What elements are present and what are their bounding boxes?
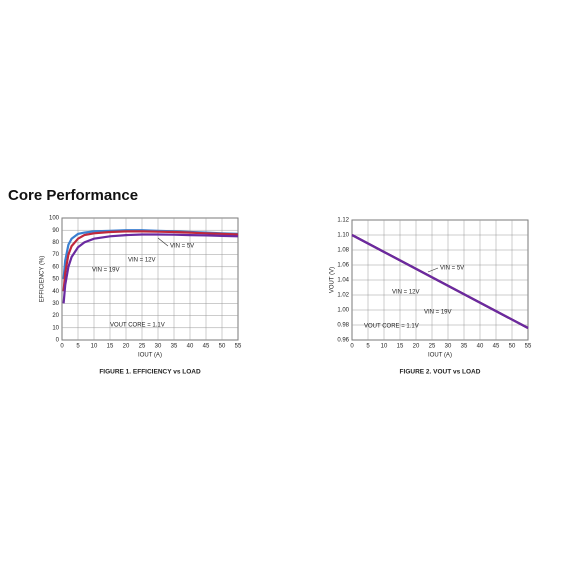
x-tick-label: 0: [60, 344, 64, 350]
y-tick-label: 10: [52, 325, 59, 331]
x-tick-label: 50: [219, 344, 226, 350]
x-tick-label: 5: [366, 344, 370, 350]
series-label: VIN = 12V: [392, 290, 420, 296]
x-tick-label: 30: [445, 344, 452, 350]
y-tick-label: 0: [56, 338, 60, 344]
y-tick-label: 0.98: [337, 323, 349, 329]
x-tick-label: 40: [187, 344, 194, 350]
x-tick-label: 15: [107, 344, 114, 350]
series-line: [62, 230, 239, 292]
x-tick-label: 5: [76, 344, 80, 350]
series-label: VIN = 5V: [170, 244, 194, 250]
y-tick-label: 1.02: [337, 293, 349, 299]
x-tick-label: 20: [413, 344, 420, 350]
y-axis-label: EFFICIENCY (%): [40, 256, 46, 303]
y-tick-label: 1.10: [337, 233, 349, 239]
x-tick-label: 55: [525, 344, 532, 350]
series-line: [351, 234, 529, 329]
x-tick-label: 40: [477, 344, 484, 350]
x-tick-label: 35: [461, 344, 468, 350]
y-tick-label: 1.06: [337, 263, 349, 269]
caption: FIGURE 1. EFFICIENCY vs LOAD: [99, 369, 201, 376]
x-tick-label: 25: [429, 344, 436, 350]
x-tick-label: 0: [350, 344, 354, 350]
y-tick-label: 30: [52, 301, 59, 307]
y-tick-label: 1.12: [337, 218, 349, 224]
x-tick-label: 25: [139, 344, 146, 350]
caption: FIGURE 2. VOUT vs LOAD: [400, 369, 481, 376]
x-tick-label: 45: [493, 344, 500, 350]
arrow: [427, 267, 439, 273]
series-label: VIN = 19V: [92, 268, 120, 274]
x-tick-label: 15: [397, 344, 404, 350]
x-tick-label: 10: [381, 344, 388, 350]
y-tick-label: 100: [49, 216, 60, 222]
annotation: VOUT CORE = 1.1V: [110, 323, 165, 329]
series-label: VIN = 5V: [440, 266, 464, 272]
x-tick-label: 10: [91, 344, 98, 350]
y-tick-label: 1.08: [337, 248, 349, 254]
x-tick-label: 45: [203, 344, 210, 350]
heading: Core Performance: [8, 187, 138, 204]
y-tick-label: 50: [52, 277, 59, 283]
y-tick-label: 40: [52, 289, 59, 295]
x-tick-label: 55: [235, 344, 242, 350]
annotation: VOUT CORE = 1.1V: [364, 324, 419, 330]
x-axis-label: IOUT (A): [138, 353, 162, 359]
x-axis-label: IOUT (A): [428, 353, 452, 359]
y-tick-label: 1.00: [337, 308, 349, 314]
y-tick-label: 80: [52, 240, 59, 246]
x-tick-label: 35: [171, 344, 178, 350]
y-tick-label: 70: [52, 252, 59, 258]
y-tick-label: 60: [52, 264, 59, 270]
x-tick-label: 30: [155, 344, 162, 350]
y-tick-label: 90: [52, 228, 59, 234]
x-tick-label: 20: [123, 344, 130, 350]
arrow: [157, 237, 169, 247]
series-label: VIN = 19V: [424, 310, 452, 316]
y-tick-label: 1.04: [337, 278, 349, 284]
y-tick-label: 20: [52, 313, 59, 319]
y-tick-label: 0.96: [337, 338, 349, 344]
series-label: VIN = 12V: [128, 258, 156, 264]
x-tick-label: 50: [509, 344, 516, 350]
y-axis-label: VOUT (V): [330, 267, 336, 293]
series-line: [62, 233, 239, 304]
